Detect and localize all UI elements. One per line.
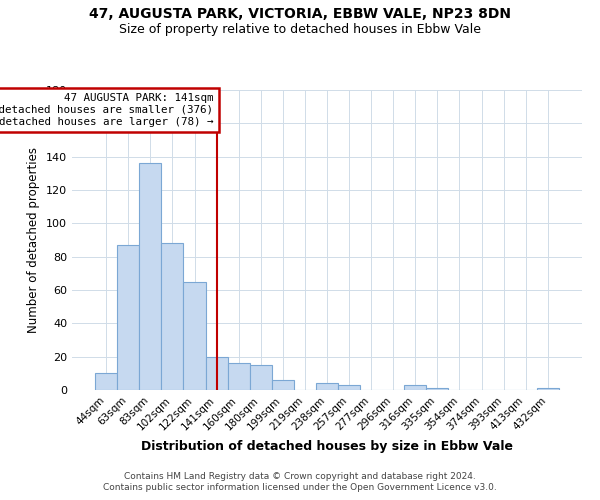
Bar <box>316 384 338 390</box>
Bar <box>250 365 272 390</box>
X-axis label: Distribution of detached houses by size in Ebbw Vale: Distribution of detached houses by size … <box>141 440 513 453</box>
Text: 47 AUGUSTA PARK: 141sqm
← 82% of detached houses are smaller (376)
17% of semi-d: 47 AUGUSTA PARK: 141sqm ← 82% of detache… <box>0 94 213 126</box>
Bar <box>404 385 427 390</box>
Bar <box>161 244 184 390</box>
Text: 47, AUGUSTA PARK, VICTORIA, EBBW VALE, NP23 8DN: 47, AUGUSTA PARK, VICTORIA, EBBW VALE, N… <box>89 8 511 22</box>
Bar <box>184 282 206 390</box>
Bar <box>206 356 227 390</box>
Bar <box>227 364 250 390</box>
Text: Size of property relative to detached houses in Ebbw Vale: Size of property relative to detached ho… <box>119 22 481 36</box>
Bar <box>95 374 117 390</box>
Bar <box>272 380 294 390</box>
Bar <box>117 245 139 390</box>
Y-axis label: Number of detached properties: Number of detached properties <box>28 147 40 333</box>
Text: Contains HM Land Registry data © Crown copyright and database right 2024.: Contains HM Land Registry data © Crown c… <box>124 472 476 481</box>
Bar <box>139 164 161 390</box>
Bar <box>427 388 448 390</box>
Bar <box>537 388 559 390</box>
Bar <box>338 385 360 390</box>
Text: Contains public sector information licensed under the Open Government Licence v3: Contains public sector information licen… <box>103 483 497 492</box>
